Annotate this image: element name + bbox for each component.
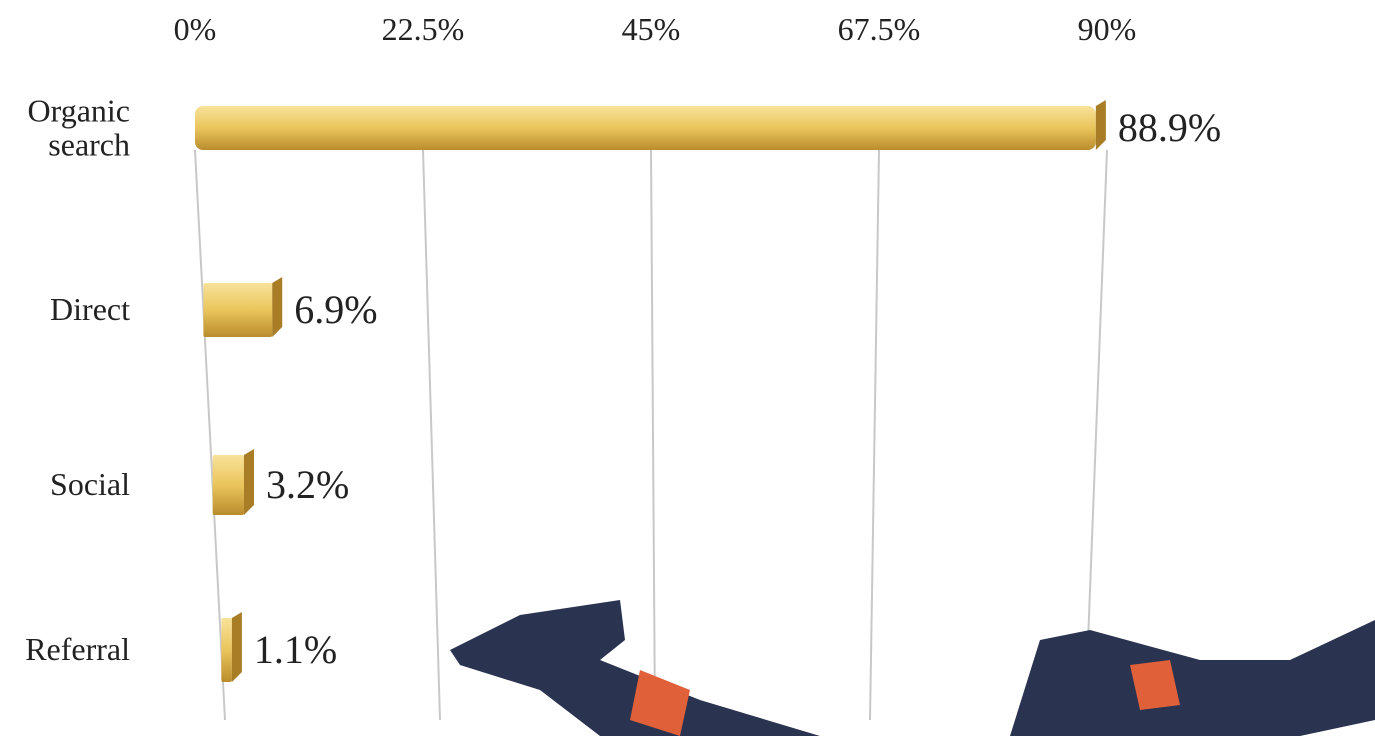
x-tick-label: 67.5%: [838, 13, 921, 47]
chart: 0% 22.5% 45% 67.5% 90% 88.9% Organic search 6.9…: [0, 0, 1375, 736]
x-tick-label: 90%: [1078, 13, 1137, 47]
bar-end: [1096, 100, 1106, 150]
y-tick-label: Organic search: [5, 94, 130, 161]
value-label: 6.9%: [294, 289, 377, 331]
value-label: 1.1%: [254, 629, 337, 671]
value-label: 3.2%: [266, 464, 349, 506]
x-tick-label: 45%: [622, 13, 681, 47]
y-tick-label: Direct: [5, 293, 130, 327]
bar-end: [244, 449, 254, 515]
x-tick-label: 0%: [174, 13, 217, 47]
bar: [195, 106, 1096, 150]
bar: [203, 283, 272, 337]
grid-line: [423, 150, 440, 720]
leg-right: [1010, 620, 1375, 736]
bar-end: [232, 612, 242, 682]
x-tick-label: 22.5%: [382, 13, 465, 47]
value-label: 88.9%: [1118, 107, 1221, 149]
grid-line: [870, 150, 879, 720]
grid-line: [651, 150, 655, 720]
y-tick-label: Referral: [5, 633, 130, 667]
bar: [213, 455, 244, 515]
bar-end: [272, 277, 282, 337]
y-tick-label: Social: [5, 468, 130, 502]
bar: [221, 618, 232, 682]
decorative-legs: [450, 600, 1375, 736]
grid-line: [195, 150, 225, 720]
